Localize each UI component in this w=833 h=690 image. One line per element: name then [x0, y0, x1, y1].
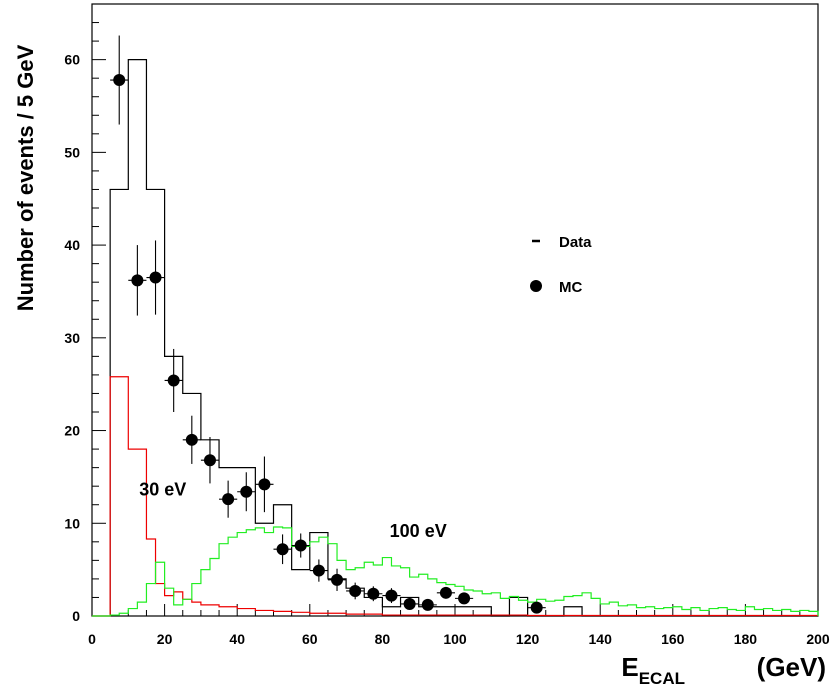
legend-mc-marker: [530, 280, 542, 292]
mc-point: [455, 592, 474, 605]
x-tick-label: 80: [375, 631, 391, 647]
x-tick-label: 100: [443, 631, 467, 647]
mc-marker: [113, 74, 126, 87]
series-layer: [92, 59, 819, 617]
mc-marker: [385, 589, 398, 602]
mc-point: [200, 437, 220, 484]
mc-marker: [403, 597, 416, 610]
mc-marker: [131, 274, 144, 287]
svg-text:EECAL: EECAL: [621, 652, 685, 688]
mc-points-layer: [110, 35, 546, 614]
x-tick-label: 180: [734, 631, 758, 647]
x-tick-label: 20: [157, 631, 173, 647]
mc-point: [291, 533, 310, 558]
mc-marker: [240, 485, 253, 498]
x-tick-label: 120: [516, 631, 540, 647]
mc-marker: [530, 601, 543, 614]
mc-marker: [203, 454, 216, 467]
mc-point: [219, 480, 238, 518]
mc-marker: [276, 543, 289, 556]
mc-point: [309, 559, 328, 582]
series-line-100-ev: [92, 526, 819, 617]
x-tick-labels: 0 20 40 60 80 100 120 140 160 180 200: [88, 631, 830, 647]
legend-mc-label: MC: [559, 279, 582, 296]
mc-marker: [222, 493, 235, 506]
mc-marker: [367, 587, 380, 600]
series-line-30-ev: [92, 376, 819, 617]
y-tick-label: 20: [64, 423, 80, 439]
mc-point: [400, 597, 419, 610]
y-tick-label: 0: [72, 608, 80, 624]
mc-point: [237, 472, 256, 512]
mc-point: [273, 534, 292, 565]
mc-point: [128, 245, 147, 316]
mc-point: [436, 586, 455, 599]
mc-point: [364, 586, 383, 602]
y-tick-labels: 0 10 20 30 40 50 60: [64, 52, 80, 624]
x-tick-label: 40: [229, 631, 245, 647]
series-line-data: [109, 59, 818, 617]
mc-point: [146, 240, 165, 315]
mc-point: [182, 415, 201, 464]
x-tick-label: 60: [302, 631, 318, 647]
mc-marker: [312, 564, 325, 577]
y-axis-title: Number of events / 5 GeV: [13, 44, 38, 311]
annotation-30ev: 30 eV: [139, 479, 186, 499]
y-tick-label: 10: [64, 515, 80, 531]
x-axis-title-main: E: [621, 652, 638, 682]
y-tick-label: 30: [64, 330, 80, 346]
y-tick-label: 50: [64, 144, 80, 160]
plot-frame: [91, 3, 819, 617]
x-tick-label: 200: [806, 631, 830, 647]
mc-point: [255, 456, 274, 513]
x-tick-label: 0: [88, 631, 96, 647]
legend-data-label: Data: [559, 234, 592, 251]
annotation-100ev: 100 eV: [390, 521, 447, 541]
x-tick-label: 160: [661, 631, 685, 647]
y-tick-label: 40: [64, 237, 80, 253]
mc-point: [527, 601, 546, 614]
mc-marker: [294, 539, 307, 552]
x-tick-label: 140: [589, 631, 613, 647]
mc-marker: [185, 433, 198, 446]
mc-point: [110, 35, 129, 125]
mc-point: [164, 348, 183, 412]
x-axis-title-sub: ECAL: [639, 669, 685, 688]
x-axis-title-unit: (GeV): [757, 652, 826, 682]
mc-point: [327, 568, 347, 591]
mc-marker: [331, 573, 344, 586]
axis-ticks: [91, 3, 819, 617]
mc-point: [346, 582, 365, 600]
mc-point: [418, 598, 437, 611]
legend: Data MC: [530, 234, 592, 296]
y-tick-label: 60: [64, 52, 80, 68]
mc-marker: [167, 374, 180, 387]
mc-marker: [458, 592, 471, 605]
mc-marker: [258, 478, 271, 491]
mc-point: [382, 588, 401, 604]
mc-marker: [439, 586, 452, 599]
mc-marker: [421, 598, 434, 611]
mc-marker: [149, 271, 162, 284]
mc-marker: [349, 584, 362, 597]
x-axis-title: EECAL (GeV): [621, 652, 826, 688]
